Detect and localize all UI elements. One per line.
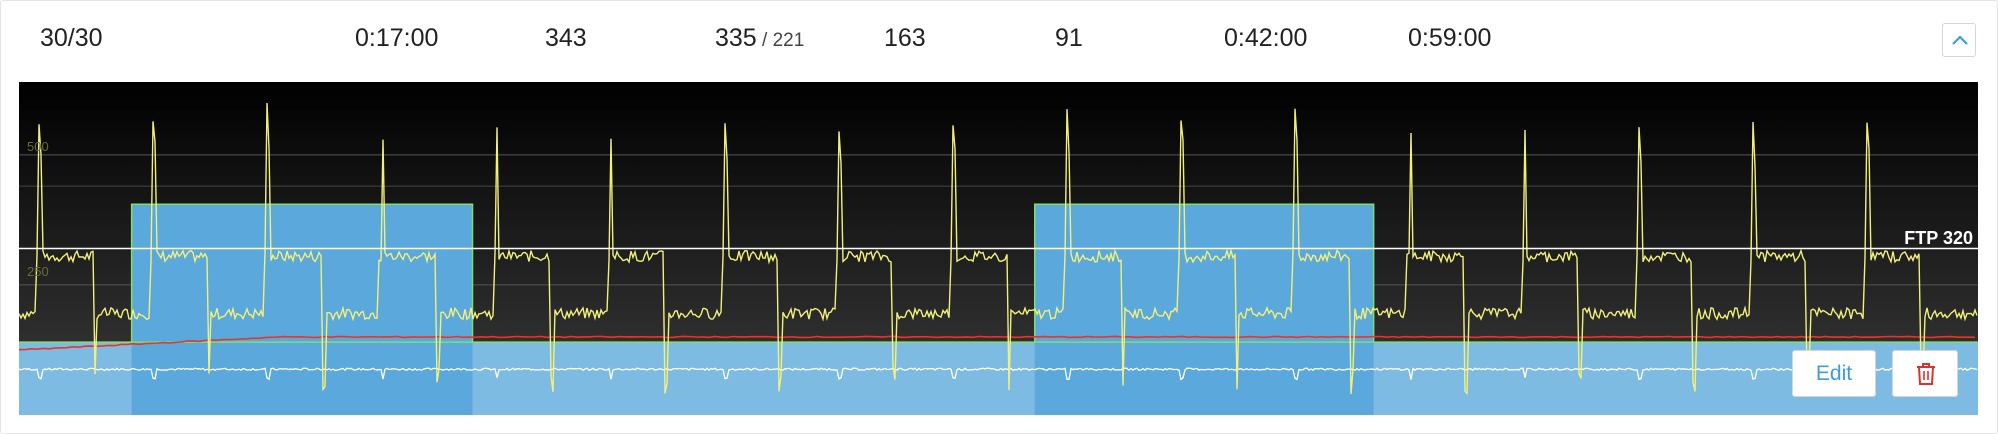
power-value-a: 335 <box>715 24 757 52</box>
heart-rate: 163 <box>884 24 926 52</box>
delete-button[interactable] <box>1892 350 1958 397</box>
edit-button[interactable]: Edit <box>1792 350 1876 397</box>
interval-duration: 0:17:00 <box>355 24 439 52</box>
cadence-line <box>19 367 1978 381</box>
total-time: 0:59:00 <box>1408 24 1492 52</box>
power-line <box>19 103 1978 395</box>
y-tick-label: 250 <box>27 264 49 279</box>
elapsed-time: 0:42:00 <box>1224 24 1308 52</box>
power-pair: 335 / 221 <box>715 23 804 56</box>
avg-power: 343 <box>545 24 587 52</box>
target-block <box>1034 204 1374 415</box>
target-block-outline <box>130 203 474 343</box>
power-chart: 500 250 FTP 320 <box>19 82 1978 415</box>
interval-count: 30/30 <box>40 24 103 52</box>
chevron-up-icon <box>1952 35 1968 45</box>
power-value-b: 221 <box>772 30 805 51</box>
heart-rate-line <box>19 335 1976 351</box>
power-chart-svg: 500 250 FTP 320 <box>19 82 1978 415</box>
target-block-outline <box>1033 203 1375 343</box>
power-separator: / <box>756 30 773 51</box>
target-block <box>131 204 473 415</box>
y-tick-label: 500 <box>27 139 49 154</box>
collapse-button[interactable] <box>1942 23 1976 57</box>
ftp-label: FTP 320 <box>1904 228 1973 248</box>
cadence: 91 <box>1055 24 1083 52</box>
trash-icon <box>1917 363 1935 385</box>
